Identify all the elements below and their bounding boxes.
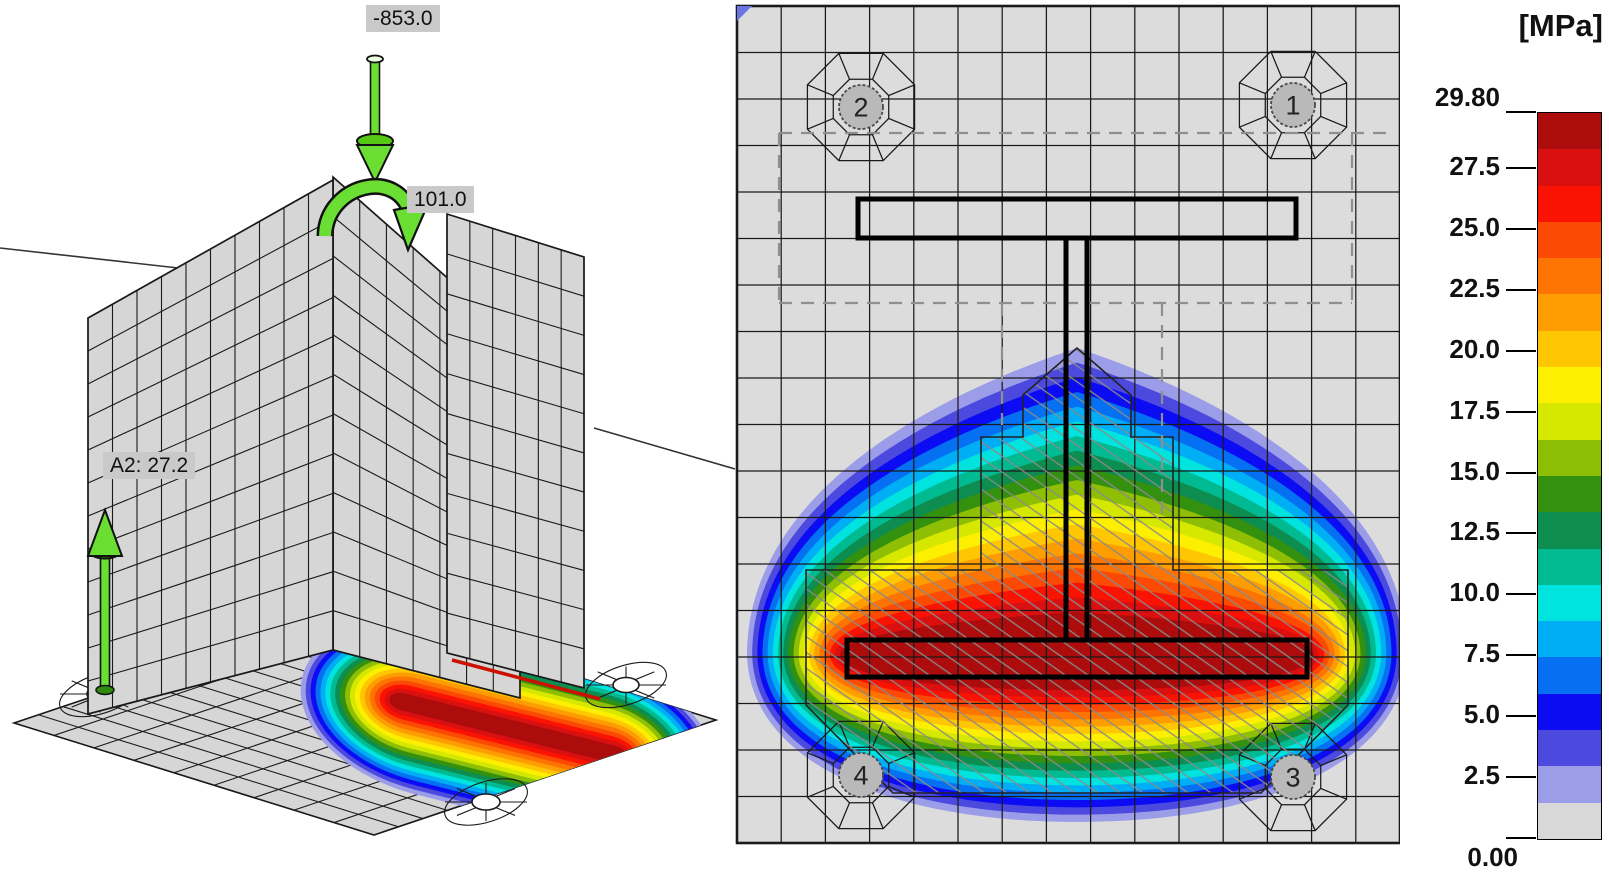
anchor-badge-label: 1 [1285,91,1300,121]
column-flange-left [87,178,334,716]
legend-band [1538,548,1601,585]
plan-contour-canvas[interactable]: 1 2 3 4 [735,0,1400,886]
legend-tick [1506,654,1536,657]
legend-band [1538,367,1601,404]
legend-band [1538,113,1601,150]
legend-tick [1506,167,1536,170]
legend-tick [1506,837,1536,839]
legend-tick-label: 27.5 [1449,151,1500,182]
anchor-badge-label: 3 [1285,763,1300,793]
legend-tick-label: 25.0 [1449,211,1500,242]
anchor-badge-1[interactable]: 1 [1270,82,1316,128]
legend-band [1538,221,1601,259]
column-section-outline [844,196,1310,680]
effective-area-hatch [805,346,1349,794]
legend-max-label: 29.80 [1434,82,1500,112]
legend-band [1538,475,1601,513]
legend-tick-label: 22.5 [1449,272,1500,303]
legend-tick [1506,715,1536,718]
legend-band [1538,584,1601,622]
anchor-badge-3[interactable]: 3 [1270,754,1316,800]
legend-tick [1506,593,1536,596]
anchor-badge-label: 4 [853,761,868,791]
legend-tick [1506,111,1536,113]
column-flange-right [446,212,585,690]
plan-contour-view[interactable]: 1 2 3 4 [735,0,1400,886]
legend-band [1538,403,1601,440]
legend-band [1538,693,1601,731]
plan-plate-border [735,4,1400,845]
moment-label: 101.0 [407,186,474,214]
stress-scale-legend: [MPa] 29.80 27.5 25.0 22.5 20.0 17.5 15.0 12.5… [1400,0,1609,886]
legend-band [1538,330,1601,368]
legend-color-bar [1537,112,1602,840]
anchor-badge-2[interactable]: 2 [838,84,884,130]
anchor-badge-label: 2 [853,93,868,123]
anchor-tension-arrow-icon [86,507,124,696]
legend-tick-label: 20.0 [1449,333,1500,364]
legend-tick-label: 17.5 [1449,394,1500,425]
legend-band [1538,802,1601,839]
vertical-force-arrow-icon [355,54,395,185]
corner-marker-icon [737,6,752,21]
legend-tick-label: 2.5 [1463,760,1500,791]
flange-base-stress-line [451,658,601,701]
legend-band [1538,258,1601,295]
legend-tick-label: 15.0 [1449,455,1500,486]
legend-tick [1506,410,1536,413]
legend-band [1538,621,1601,658]
legend-band [1538,185,1601,222]
legend-tick-label: 10.0 [1449,577,1500,608]
legend-tick [1506,288,1536,291]
legend-band [1538,657,1601,694]
axial-force-label: -853.0 [366,5,440,33]
model-3d-view[interactable]: -853.0 101.0 A2: 27.2 [0,0,735,886]
legend-band [1538,730,1601,767]
legend-tick-label: 7.5 [1463,638,1500,669]
legend-min-label: 0.00 [1467,842,1518,872]
legend-tick-label: 5.0 [1463,699,1500,730]
legend-band [1538,439,1601,476]
legend-unit-label: [MPa] [1518,8,1603,43]
legend-tick [1506,776,1536,779]
legend-band [1538,294,1601,331]
anchor-badge-4[interactable]: 4 [838,752,884,798]
legend-band [1538,512,1601,549]
model-3d-canvas[interactable] [0,0,735,886]
anchor-force-label: A2: 27.2 [103,452,196,480]
legend-tick [1506,349,1536,352]
legend-tick-label: 12.5 [1449,516,1500,547]
legend-band [1538,766,1601,803]
anchor-badges[interactable]: 1 2 3 4 [838,82,1316,800]
legend-tick [1506,227,1536,230]
legend-tick [1506,532,1536,535]
legend-tick [1506,471,1536,474]
legend-band [1538,149,1601,186]
